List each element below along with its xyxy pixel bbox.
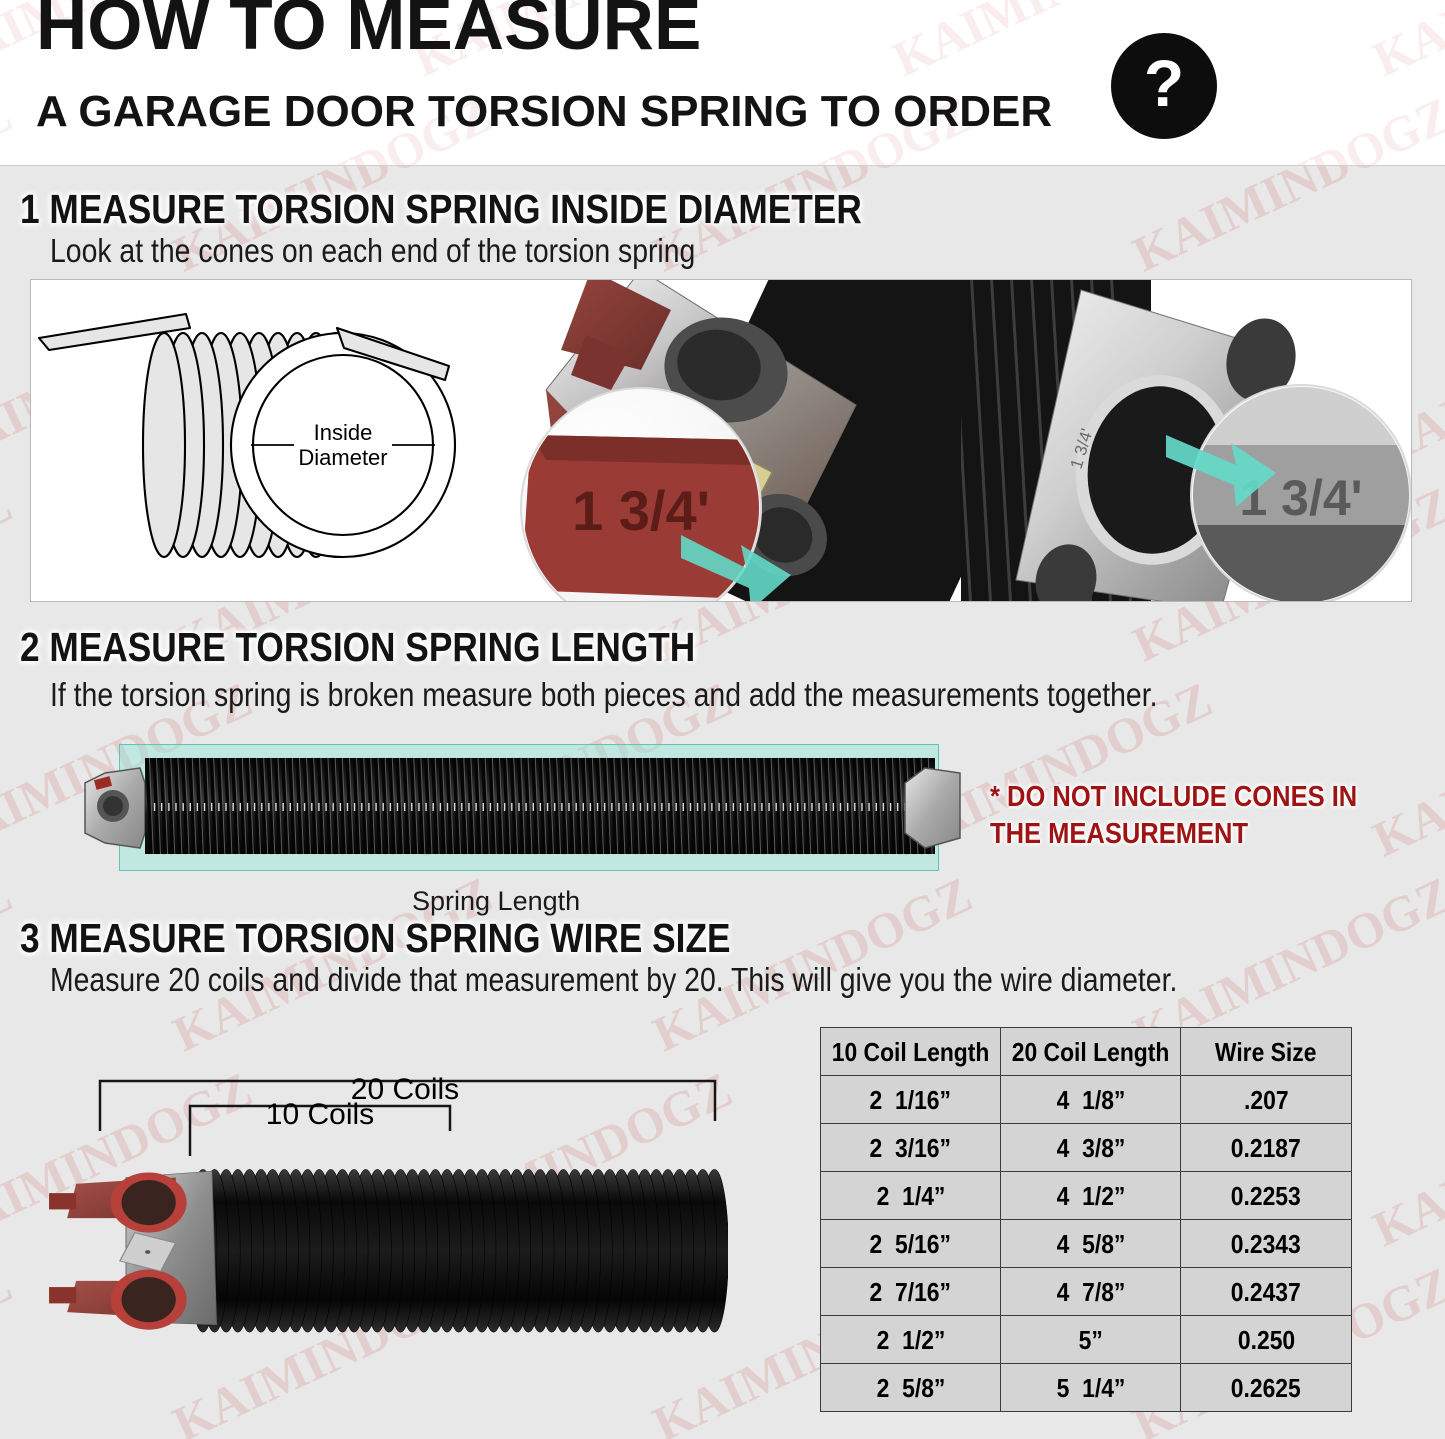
svg-text:Inside: Inside — [314, 420, 373, 445]
svg-text:Diameter: Diameter — [298, 445, 387, 470]
svg-text:1 3/4': 1 3/4' — [572, 479, 710, 542]
svg-text:10 Coils: 10 Coils — [266, 1098, 374, 1131]
